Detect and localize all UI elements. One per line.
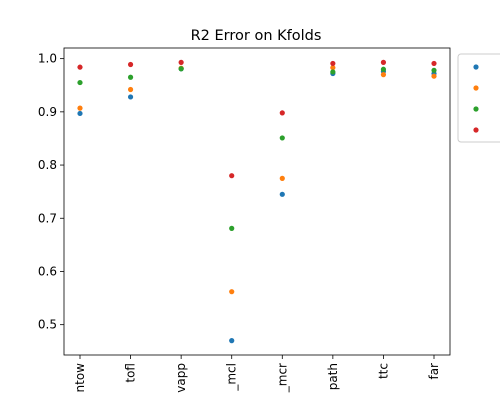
point-series-2-mcr	[279, 175, 285, 181]
point-series-2-mcl	[229, 289, 235, 295]
y-tick-label: 0.9	[38, 105, 57, 119]
point-series-2-path	[330, 65, 336, 71]
x-tick-label: tofl	[124, 363, 138, 383]
legend-marker-4	[473, 127, 479, 133]
point-series-3-vapp	[178, 66, 184, 72]
point-series-4-ttc	[380, 59, 387, 65]
point-series-4-path	[330, 60, 336, 67]
legend-box	[457, 53, 500, 143]
x-tick-label: vapp	[174, 363, 188, 393]
legend-marker-1	[473, 64, 479, 70]
data-points	[77, 59, 437, 344]
x-tick-label: _mcr	[275, 363, 289, 393]
x-tick-label: path	[326, 363, 340, 390]
point-series-2-far	[431, 73, 437, 79]
x-tick-label: ttc	[376, 363, 390, 379]
point-series-2-ntow	[77, 105, 83, 111]
y-tick-label: 0.7	[38, 211, 57, 225]
point-series-3-ttc	[380, 66, 387, 72]
point-series-4-far	[431, 60, 437, 67]
point-series-4-vapp	[178, 59, 184, 65]
point-series-3-ntow	[77, 79, 83, 86]
y-tick-label: 0.6	[38, 264, 57, 278]
x-tick-label: ntow	[73, 363, 87, 393]
x-tick-label: _mcl	[225, 363, 239, 392]
point-series-3-mcl	[229, 225, 235, 231]
y-tick-label: 1.0	[38, 52, 57, 66]
point-series-4-tofl	[127, 61, 134, 68]
point-series-4-mcl	[229, 173, 235, 179]
legend	[457, 53, 500, 143]
point-series-3-path	[330, 69, 336, 75]
x-tick-label: far	[427, 363, 441, 380]
point-series-3-mcr	[279, 135, 285, 141]
point-series-1-tofl	[127, 94, 134, 100]
legend-marker-3	[473, 106, 479, 112]
chart-title: R2 Error on Kfolds	[191, 28, 322, 44]
point-series-2-ttc	[380, 72, 387, 78]
point-series-1-mcl	[229, 338, 235, 344]
point-series-2-tofl	[127, 86, 134, 93]
point-series-1-mcr	[279, 191, 285, 197]
y-tick-label: 0.8	[38, 158, 57, 172]
plot-area-frame	[63, 47, 451, 356]
point-series-1-ntow	[77, 110, 83, 117]
point-series-4-ntow	[77, 64, 83, 70]
point-series-4-mcr	[279, 110, 285, 116]
point-series-3-tofl	[127, 74, 134, 80]
legend-marker-2	[473, 85, 479, 91]
y-tick-label: 0.5	[38, 318, 57, 332]
point-series-3-far	[431, 67, 437, 73]
tick-layer: 0.5 0.6 0.7 0.8 0.9 1.0 ntow tofl vapp _mcl _mcr pa…	[38, 52, 441, 394]
